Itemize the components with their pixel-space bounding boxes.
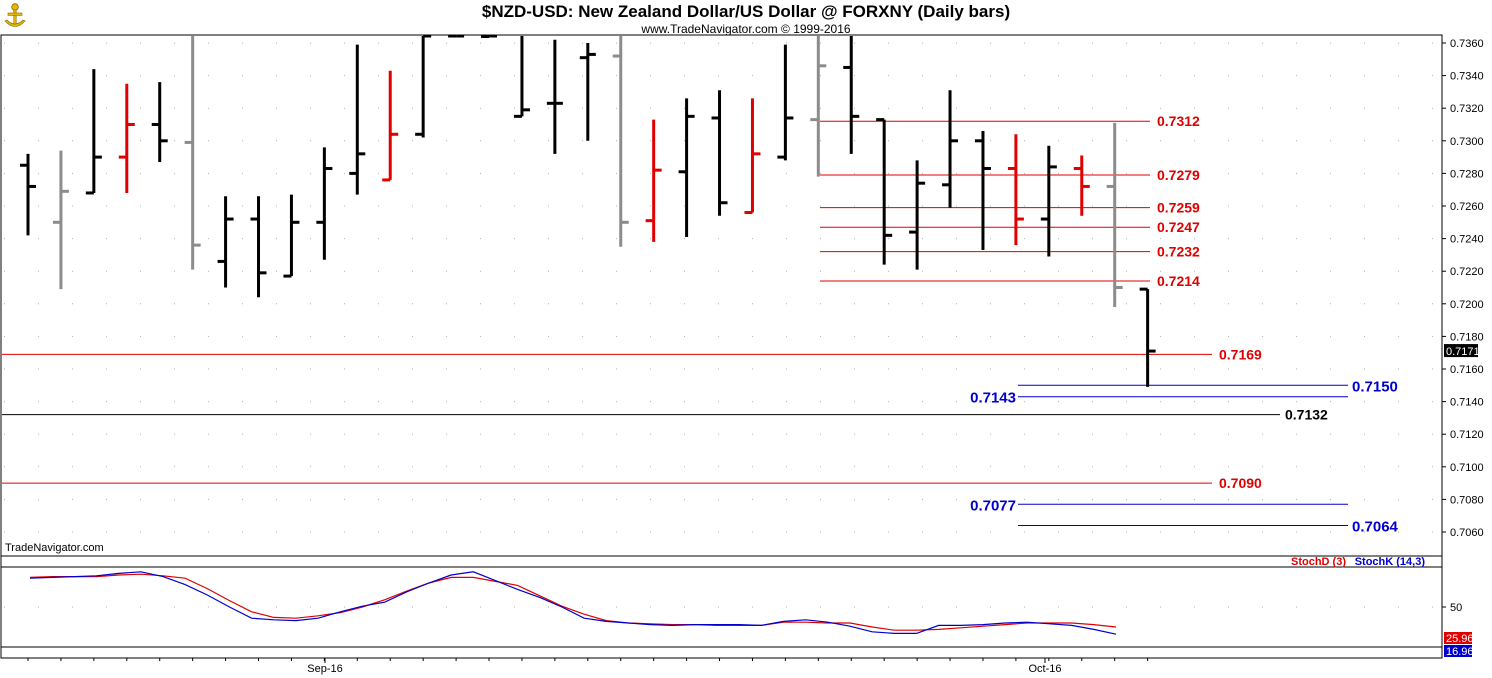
level-label: 0.7077 xyxy=(970,497,1016,514)
x-tick-label: Sep-16 xyxy=(307,663,342,675)
stoch-panel-frame xyxy=(0,555,1443,659)
ohlc-bar xyxy=(645,119,662,242)
ohlc-bar xyxy=(909,160,926,270)
ohlc-bar xyxy=(942,90,959,208)
price-bars xyxy=(20,34,1156,387)
chart-subtitle: www.TradeNavigator.com © 1999-2016 xyxy=(641,22,851,36)
ohlc-bar xyxy=(1139,287,1156,387)
ohlc-bar xyxy=(810,36,827,177)
ohlc-bar xyxy=(250,196,267,298)
last-price-label: 0.7171 xyxy=(1446,346,1480,358)
y-tick-label: 0.7220 xyxy=(1450,266,1484,278)
y-tick-label: 0.7340 xyxy=(1450,71,1484,83)
ohlc-bar xyxy=(1040,145,1057,257)
y-tick-label: 0.7140 xyxy=(1450,397,1484,409)
level-label: 0.7312 xyxy=(1157,113,1200,129)
chart-title: $NZD-USD: New Zealand Dollar/US Dollar @… xyxy=(481,2,1011,21)
price-grid xyxy=(4,42,1440,533)
y-tick-label: 0.7180 xyxy=(1450,331,1484,343)
ohlc-bar xyxy=(52,150,69,290)
ohlc-bar xyxy=(349,44,366,195)
ohlc-bar xyxy=(744,98,761,215)
y-tick-label: 0.7200 xyxy=(1450,299,1484,311)
ohlc-bar xyxy=(283,194,300,278)
y-tick-label: 0.7120 xyxy=(1450,429,1484,441)
level-label: 0.7232 xyxy=(1157,244,1200,260)
ohlc-bar xyxy=(316,147,333,260)
stochk-last-box xyxy=(1444,645,1472,657)
y-tick-label: 0.7060 xyxy=(1450,527,1484,539)
level-label: 0.7169 xyxy=(1219,346,1262,362)
stoch-line xyxy=(29,573,1117,631)
level-label: 0.7090 xyxy=(1219,475,1262,491)
y-tick-label: 0.7160 xyxy=(1450,364,1484,376)
legend-stochk: StochK (14,3) xyxy=(1355,556,1426,568)
stoch-lines xyxy=(29,571,1117,635)
level-label: 0.7143 xyxy=(970,390,1016,407)
level-label: 0.7132 xyxy=(1285,407,1328,423)
stoch-tick-50: 50 xyxy=(1450,602,1462,614)
ohlc-bar xyxy=(415,34,432,138)
stochk-last-value: 16.96 xyxy=(1446,646,1474,658)
legend-stochd: StochD (3) xyxy=(1291,556,1346,568)
ohlc-bar xyxy=(1106,122,1123,308)
ohlc-bar xyxy=(20,153,36,236)
ohlc-bar xyxy=(1007,134,1024,246)
y-tick-label: 0.7300 xyxy=(1450,136,1484,148)
ohlc-bar xyxy=(876,118,893,265)
ohlc-bar xyxy=(382,70,399,182)
ohlc-bar xyxy=(579,43,596,141)
ohlc-bar xyxy=(711,90,728,216)
trade-navigator-logo-icon xyxy=(3,2,27,37)
level-label: 0.7214 xyxy=(1157,273,1200,289)
level-label: 0.7247 xyxy=(1157,219,1200,235)
ohlc-bar xyxy=(612,36,629,247)
y-tick-label: 0.7240 xyxy=(1450,234,1484,246)
ohlc-bar xyxy=(1073,155,1090,216)
ohlc-bar xyxy=(118,83,135,193)
ohlc-bar xyxy=(843,36,860,154)
ohlc-bar xyxy=(217,196,234,288)
ohlc-bar xyxy=(184,36,201,270)
ohlc-bar xyxy=(974,131,991,251)
y-tick-label: 0.7320 xyxy=(1450,103,1484,115)
price-axis: 0.7060 0.7080 0.7100 0.7120 0.7140 0.7160 0.71… xyxy=(1442,38,1484,539)
y-tick-label: 0.7260 xyxy=(1450,201,1484,213)
ohlc-bar xyxy=(678,98,695,237)
support-resistance-levels: 0.7312 0.7279 0.7259 0.7247 0.7232 0.7214 0.71… xyxy=(2,113,1399,535)
stochd-last-box xyxy=(1444,632,1472,644)
date-axis: Sep-16 Oct-16 xyxy=(27,658,1149,675)
ohlc-bar xyxy=(546,39,563,154)
y-tick-label: 0.7360 xyxy=(1450,38,1484,50)
x-tick-label: Oct-16 xyxy=(1028,663,1061,675)
ohlc-bar xyxy=(151,82,168,162)
last-price-box xyxy=(1444,344,1478,358)
y-tick-label: 0.7100 xyxy=(1450,462,1484,474)
level-label: 0.7259 xyxy=(1157,200,1200,216)
y-tick-label: 0.7280 xyxy=(1450,168,1484,180)
y-tick-label: 0.7080 xyxy=(1450,494,1484,506)
ohlc-bar xyxy=(777,44,794,161)
ohlc-bar xyxy=(513,36,530,118)
watermark: TradeNavigator.com xyxy=(5,542,104,554)
stoch-line xyxy=(29,571,1117,635)
ohlc-bar xyxy=(85,69,102,195)
level-label: 0.7279 xyxy=(1157,167,1200,183)
stochd-last-value: 25.96 xyxy=(1446,633,1474,645)
level-label: 0.7150 xyxy=(1352,378,1398,395)
level-label: 0.7064 xyxy=(1352,518,1399,535)
